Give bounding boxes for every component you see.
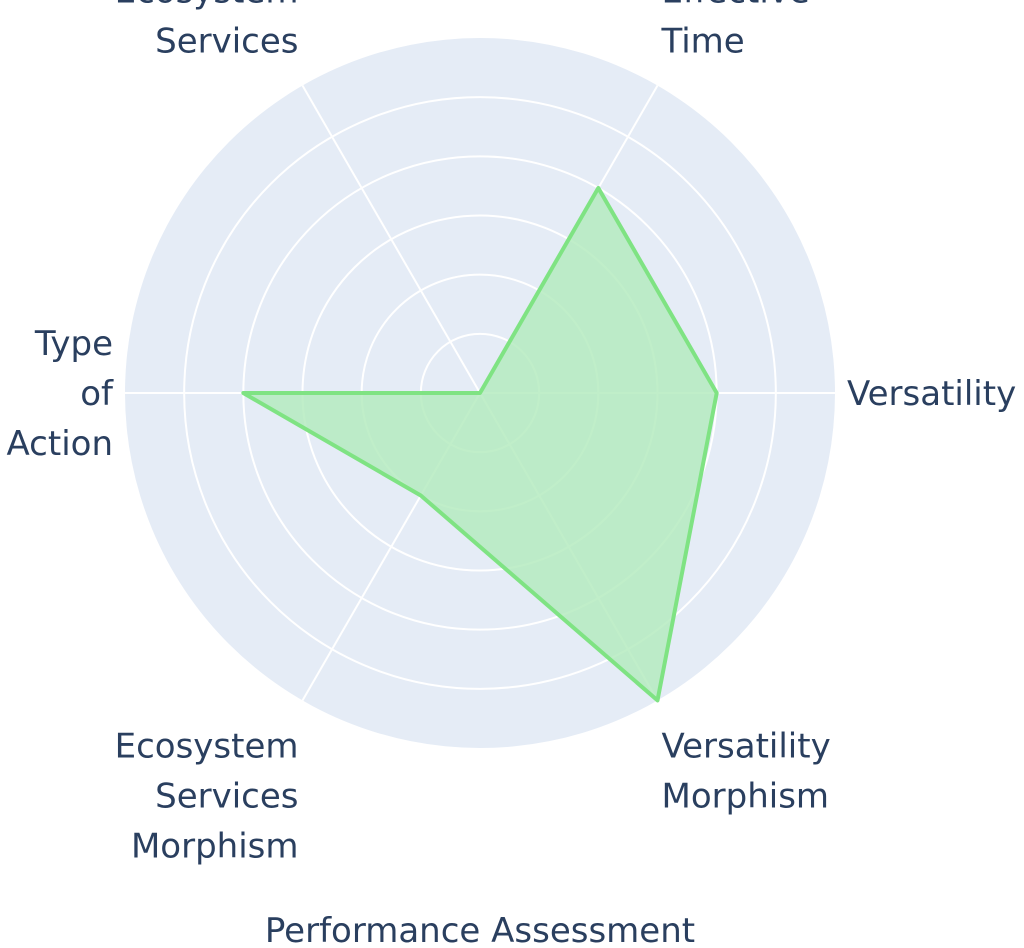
axis-label-6-line-1: Versatility: [662, 726, 831, 766]
axis-label-2-line-2: Time: [661, 22, 745, 62]
axis-label-layer: Versatility Effective Time Ecosystem Service…: [7, 0, 1017, 866]
axis-label-5-line-3: Morphism: [131, 826, 299, 866]
chart-title: Performance Assessment: [265, 911, 695, 948]
axis-label-2-line-1: Effective: [662, 0, 810, 12]
series-polygon-1: [241, 186, 719, 703]
axis-label-4-line-1: Type: [34, 324, 113, 364]
axis-label-5-line-2: Services: [155, 776, 298, 816]
spoke-line-3: [301, 85, 481, 394]
axis-label-4-line-2: of: [80, 374, 114, 414]
axis-label-6: Versatility Morphism: [662, 726, 831, 816]
axis-label-4: Type of Action: [7, 324, 115, 464]
series-layer: [241, 186, 719, 703]
axis-label-1-line-1: Versatility: [847, 374, 1016, 414]
axis-label-5-line-1: Ecosystem: [115, 726, 299, 766]
axis-label-3: Ecosystem Services: [115, 0, 299, 62]
axis-label-3-line-1: Ecosystem: [115, 0, 299, 12]
axis-label-1: Versatility: [847, 374, 1016, 414]
axis-label-5: Ecosystem Services Morphism: [115, 726, 299, 866]
axis-label-3-line-2: Services: [155, 22, 298, 62]
axis-label-6-line-2: Morphism: [662, 776, 830, 816]
axis-label-2: Effective Time: [661, 0, 810, 62]
axis-label-4-line-3: Action: [7, 424, 113, 464]
